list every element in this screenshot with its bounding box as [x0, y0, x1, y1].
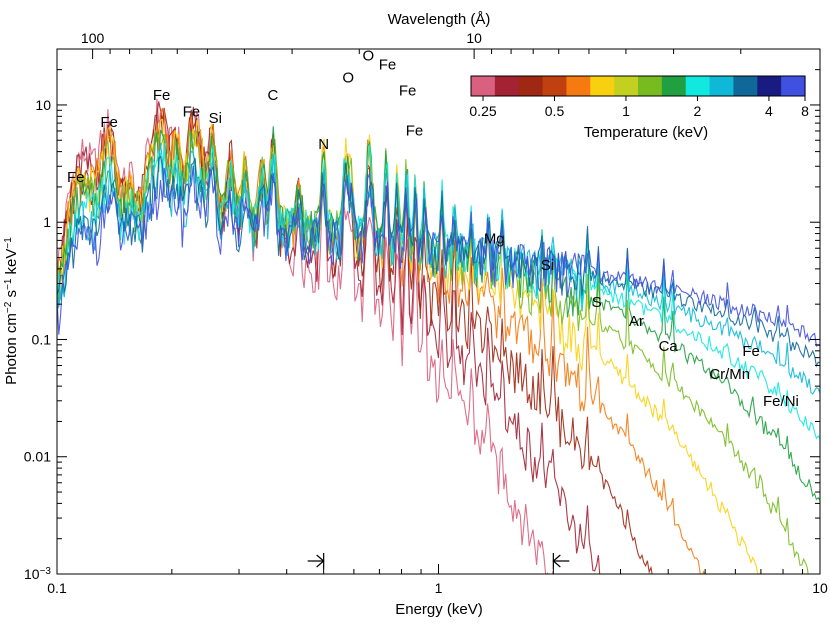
colorbar-tick-label: 2 [694, 103, 702, 119]
line-label: Fe [67, 169, 85, 186]
line-label: Fe [406, 122, 424, 139]
line-label: Fe [183, 103, 201, 120]
colorbar-swatch [685, 76, 711, 96]
colorbar-swatch [471, 76, 496, 96]
y-axis-title: Photon cm−2 s−1 keV−1 [3, 237, 21, 385]
top-tick-label: 100 [81, 30, 105, 46]
y-tick-label: 10 [35, 97, 51, 113]
line-label: S [592, 294, 602, 311]
line-label: Ar [629, 313, 644, 330]
y-tick-label: 0.01 [24, 449, 51, 465]
line-label: Fe/Ni [763, 393, 799, 410]
colorbar-tick-label: 0.5 [545, 103, 565, 119]
line-label: Ca [659, 338, 679, 355]
y-axis-title-part: −2 [3, 301, 14, 313]
colorbar-swatch [757, 76, 782, 96]
y-axis-title-part: s [3, 290, 20, 302]
colorbar-swatch [733, 76, 758, 96]
y-axis-title-part: Photon cm [3, 313, 20, 385]
colorbar-swatch [542, 76, 568, 96]
colorbar-tick-label: 1 [622, 103, 630, 119]
top-tick-label: 10 [466, 30, 482, 46]
colorbar-swatch [494, 76, 520, 96]
band-marker-arrowhead [552, 554, 561, 568]
colorbar-tick-label: 0.25 [469, 103, 496, 119]
line-label: O [342, 70, 354, 87]
y-tick-exp: −3 [40, 566, 52, 577]
y-axis-title-part: −1 [3, 278, 14, 290]
spectrum-line-5.6 [57, 155, 820, 368]
temperature-colorbar: 0.25 0.5 1 2 4 8 Temperature (keV) [469, 74, 809, 158]
colorbar-swatch [661, 76, 687, 96]
x-tick-label: 1 [435, 580, 443, 596]
y-tick-label: 0.1 [32, 331, 52, 347]
y-tick-label: 1 [43, 214, 51, 230]
x-axis-title: Energy (keV) [395, 601, 483, 618]
line-label: Si [541, 257, 554, 274]
x-tick-label: 10 [812, 580, 828, 596]
line-label: C [267, 87, 278, 104]
line-label: Si [209, 110, 222, 127]
colorbar-tick-label: 4 [765, 103, 773, 119]
y-tick-label: 10−3 [24, 566, 51, 583]
spectrum-line-8 [57, 165, 820, 348]
line-label: Fe [399, 83, 417, 100]
colorbar-tick-label: 8 [801, 103, 809, 119]
line-label: Cr/Mn [709, 366, 750, 383]
spectrum-line-4 [57, 143, 820, 395]
colorbar-swatch [709, 76, 735, 96]
line-label: Fe [379, 57, 397, 74]
spectrum-line-0.7 [57, 107, 705, 574]
band-marker-arrowhead [316, 554, 325, 568]
colorbar-frame [470, 75, 806, 97]
colorbar-swatch [518, 76, 544, 96]
colorbar-swatch [781, 76, 806, 96]
top-axis-title: Wavelength (Å) [388, 11, 491, 28]
spectrum-line-0.5 [57, 107, 653, 574]
spectra-group [57, 98, 820, 574]
y-axis-title-part: −1 [3, 237, 14, 249]
spectrum-line-2 [57, 126, 820, 501]
spectrum-line-1.4 [57, 128, 809, 574]
y-tick-base: 10 [24, 566, 40, 582]
line-label: Fe [100, 114, 118, 131]
colorbar-swatch [638, 76, 663, 96]
line-label: Fe [153, 87, 171, 104]
colorbar-title: Temperature (keV) [584, 124, 708, 141]
colorbar-swatch [590, 76, 615, 96]
x-tick-label: 0.1 [47, 580, 67, 596]
spectrum-line-0.35 [57, 101, 601, 574]
y-axis-title-part: keV [3, 249, 20, 279]
colorbar-swatch [614, 76, 639, 96]
band-markers [307, 553, 570, 569]
line-label: N [318, 136, 329, 153]
colorbar-swatch [566, 76, 591, 96]
line-label: Mg [484, 230, 505, 247]
line-label: Fe [742, 343, 760, 360]
line-label: O [363, 47, 375, 64]
